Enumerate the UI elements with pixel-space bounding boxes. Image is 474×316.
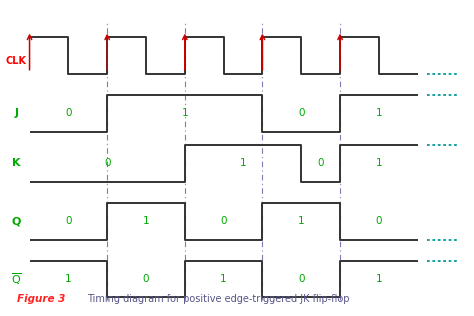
Text: Figure 3: Figure 3 (17, 294, 65, 304)
Text: 0: 0 (220, 216, 227, 226)
Text: Q: Q (11, 216, 21, 226)
Text: 0: 0 (65, 108, 72, 118)
Text: 1: 1 (220, 274, 227, 284)
Text: 0: 0 (143, 274, 149, 284)
Text: 1: 1 (65, 274, 72, 284)
Text: 1: 1 (375, 158, 382, 168)
Text: 1: 1 (182, 108, 188, 118)
Text: K: K (12, 158, 20, 168)
Text: 1: 1 (298, 216, 305, 226)
Text: Timing diagram for positive edge-triggered JK flip-flop: Timing diagram for positive edge-trigger… (87, 294, 350, 304)
Text: 1: 1 (375, 274, 382, 284)
Text: 0: 0 (298, 108, 304, 118)
Text: J: J (14, 108, 18, 118)
Text: 0: 0 (375, 216, 382, 226)
Text: CLK: CLK (6, 56, 27, 66)
Text: 0: 0 (104, 158, 110, 168)
Text: 0: 0 (298, 274, 304, 284)
Text: $\overline{\rm Q}$: $\overline{\rm Q}$ (11, 271, 21, 287)
Text: 1: 1 (375, 108, 382, 118)
Text: 0: 0 (318, 158, 324, 168)
Text: 1: 1 (143, 216, 149, 226)
Text: 1: 1 (240, 158, 246, 168)
Text: 0: 0 (65, 216, 72, 226)
